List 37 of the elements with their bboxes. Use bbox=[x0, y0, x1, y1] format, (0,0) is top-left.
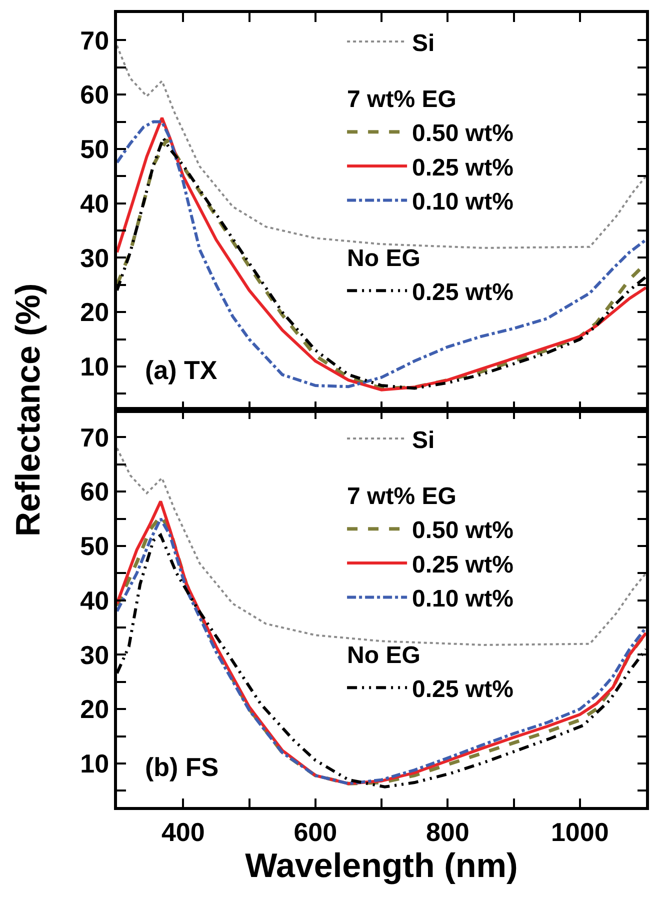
x-axis-title: Wavelength (nm) bbox=[245, 846, 518, 885]
y-tick-label: 50 bbox=[80, 134, 110, 164]
legend-label: 0.25 wt% bbox=[412, 676, 514, 704]
annotation: 7 wt% EG bbox=[347, 483, 456, 510]
line-series bbox=[117, 447, 646, 646]
x-tick-label: 800 bbox=[426, 816, 470, 847]
legend-label: 0.10 wt% bbox=[412, 586, 514, 613]
legend-label: Si bbox=[412, 426, 435, 454]
y-tick-label: 70 bbox=[80, 25, 110, 56]
y-tick-label: 50 bbox=[80, 531, 110, 562]
annotation: No EG bbox=[347, 244, 420, 272]
y-tick-label: 20 bbox=[80, 297, 110, 328]
annotation: (b) FS bbox=[145, 752, 219, 782]
y-tick-label: 60 bbox=[80, 80, 110, 110]
legend-label: Si bbox=[412, 30, 435, 57]
annotation: No EG bbox=[347, 642, 420, 669]
y-tick-label: 40 bbox=[80, 188, 110, 218]
x-tick-label: 1000 bbox=[550, 816, 609, 847]
x-tick-label: 400 bbox=[161, 816, 205, 847]
y-tick-label: 30 bbox=[80, 242, 110, 273]
legend-label: 0.50 wt% bbox=[412, 517, 514, 544]
y-tick-label: 40 bbox=[80, 585, 110, 616]
annotation: (a) TX bbox=[145, 355, 218, 385]
y-axis-title: Reflectance (%) bbox=[10, 283, 48, 536]
y-tick-label: 20 bbox=[80, 694, 110, 724]
y-tick-label: 60 bbox=[80, 476, 110, 507]
annotation: 7 wt% EG bbox=[347, 86, 456, 114]
legend-label: 0.25 wt% bbox=[412, 551, 514, 578]
y-tick-label: 10 bbox=[80, 352, 110, 382]
legend-label: 0.25 wt% bbox=[412, 279, 514, 306]
legend-label: 0.50 wt% bbox=[412, 120, 514, 148]
legend-label: 0.25 wt% bbox=[412, 154, 514, 182]
y-tick-label: 70 bbox=[80, 422, 110, 452]
x-tick-label: 600 bbox=[294, 816, 338, 847]
legend-label: 0.10 wt% bbox=[412, 188, 514, 216]
y-tick-label: 10 bbox=[80, 748, 110, 779]
y-tick-label: 30 bbox=[80, 640, 110, 670]
